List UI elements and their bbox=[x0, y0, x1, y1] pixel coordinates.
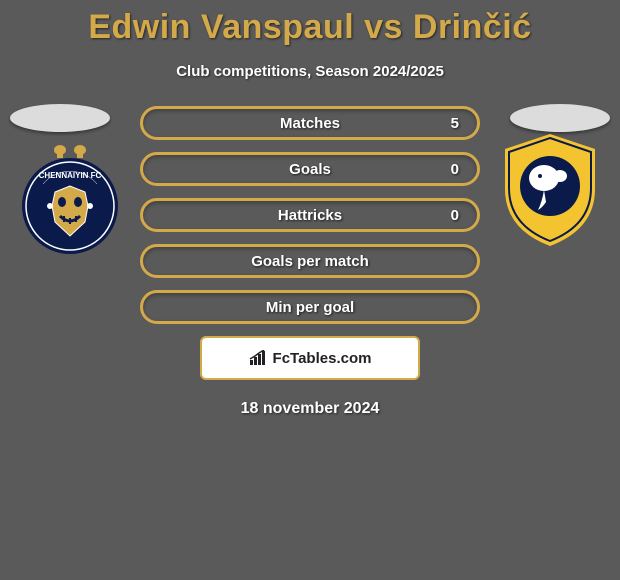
stat-row-hattricks: Hattricks 0 bbox=[140, 198, 480, 232]
stat-label: Hattricks bbox=[278, 207, 342, 224]
stat-value-right: 0 bbox=[451, 207, 459, 224]
stat-row-gpm: Goals per match bbox=[140, 244, 480, 278]
stat-row-matches: Matches 5 bbox=[140, 106, 480, 140]
page-title: Edwin Vanspaul vs Drinčić bbox=[0, 0, 620, 47]
stat-label: Min per goal bbox=[266, 299, 354, 316]
stat-value-right: 5 bbox=[451, 115, 459, 132]
svg-text:CHENNAIYIN FC: CHENNAIYIN FC bbox=[39, 171, 102, 180]
stat-value-right: 0 bbox=[451, 161, 459, 178]
stat-row-mpg: Min per goal bbox=[140, 290, 480, 324]
club-oval-left bbox=[10, 104, 110, 132]
stat-label: Matches bbox=[280, 115, 340, 132]
fctables-label: FcTables.com bbox=[273, 350, 372, 367]
date-text: 18 november 2024 bbox=[0, 400, 620, 418]
stat-label: Goals per match bbox=[251, 253, 369, 270]
subtitle: Club competitions, Season 2024/2025 bbox=[0, 63, 620, 80]
club-oval-right bbox=[510, 104, 610, 132]
fctables-badge: FcTables.com bbox=[200, 336, 420, 380]
chart-icon bbox=[249, 350, 269, 366]
stat-label: Goals bbox=[289, 161, 331, 178]
stats-area: CHENNAIYIN FC Matches 5 Goals 0 Hattrick… bbox=[0, 106, 620, 418]
stat-row-goals: Goals 0 bbox=[140, 152, 480, 186]
club-logo-left: CHENNAIYIN FC bbox=[20, 150, 120, 250]
club-logo-right bbox=[500, 140, 600, 240]
